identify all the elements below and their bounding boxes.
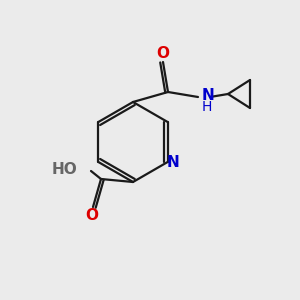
- Text: O: O: [157, 46, 169, 61]
- Text: O: O: [85, 208, 98, 224]
- Text: HO: HO: [51, 161, 77, 176]
- Text: N: N: [166, 154, 179, 169]
- Text: N: N: [202, 88, 215, 104]
- Text: H: H: [202, 100, 212, 114]
